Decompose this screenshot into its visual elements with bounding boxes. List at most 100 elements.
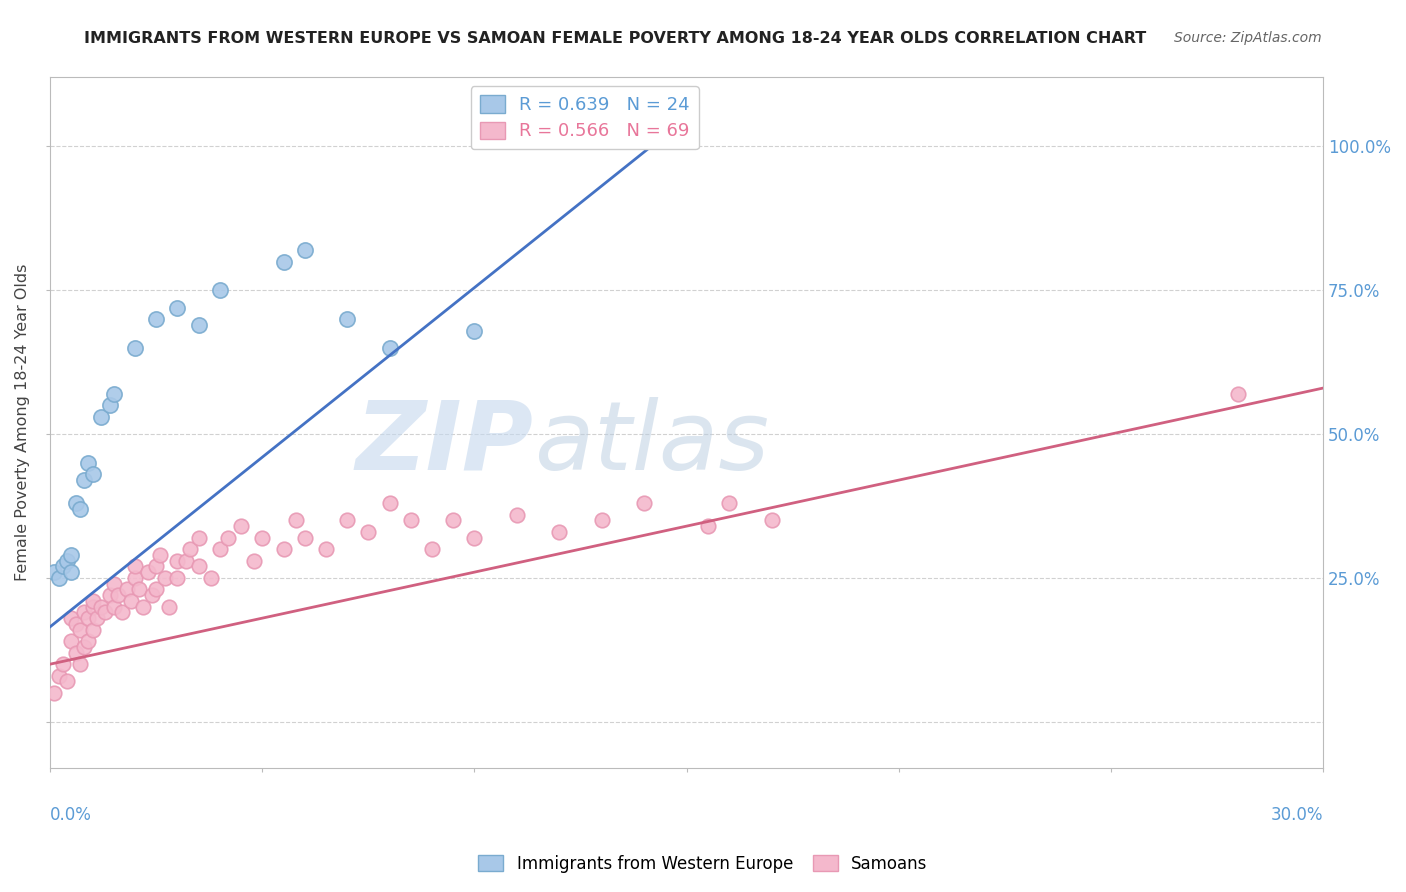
Point: [166, 301, 188, 315]
Point: [44, 565, 66, 579]
Point: [420, 542, 443, 557]
Point: [103, 576, 125, 591]
Point: [141, 588, 163, 602]
Point: [336, 513, 359, 527]
Point: [82, 467, 104, 482]
Point: [187, 559, 209, 574]
Point: [94, 606, 117, 620]
Point: [243, 554, 266, 568]
Point: [166, 571, 188, 585]
Point: [463, 531, 485, 545]
Point: [157, 599, 180, 614]
Point: [60, 611, 83, 625]
Point: [378, 496, 401, 510]
Point: [187, 318, 209, 332]
Point: [463, 324, 485, 338]
Point: [52, 559, 75, 574]
Point: [115, 582, 138, 597]
Point: [128, 582, 150, 597]
Point: [153, 571, 176, 585]
Point: [378, 341, 401, 355]
Point: [69, 623, 91, 637]
Point: [103, 386, 125, 401]
Point: [56, 554, 79, 568]
Point: [174, 554, 197, 568]
Point: [60, 548, 83, 562]
Point: [336, 312, 359, 326]
Point: [90, 409, 112, 424]
Point: [294, 531, 316, 545]
Point: [718, 496, 741, 510]
Point: [124, 559, 146, 574]
Text: IMMIGRANTS FROM WESTERN EUROPE VS SAMOAN FEMALE POVERTY AMONG 18-24 YEAR OLDS CO: IMMIGRANTS FROM WESTERN EUROPE VS SAMOAN…: [84, 31, 1147, 46]
Point: [69, 657, 91, 672]
Point: [48, 668, 70, 682]
Point: [591, 513, 613, 527]
Point: [1227, 386, 1250, 401]
Point: [145, 582, 167, 597]
Point: [65, 646, 87, 660]
Point: [506, 508, 529, 522]
Point: [166, 554, 188, 568]
Point: [77, 456, 100, 470]
Point: [229, 519, 252, 533]
Point: [399, 513, 422, 527]
Point: [48, 571, 70, 585]
Legend: Immigrants from Western Europe, Samoans: Immigrants from Western Europe, Samoans: [471, 848, 935, 880]
Point: [56, 674, 79, 689]
Point: [98, 588, 121, 602]
Legend: R = 0.639   N = 24, R = 0.566   N = 69: R = 0.639 N = 24, R = 0.566 N = 69: [471, 87, 699, 149]
Point: [77, 611, 100, 625]
Point: [60, 565, 83, 579]
Point: [103, 599, 125, 614]
Y-axis label: Female Poverty Among 18-24 Year Olds: Female Poverty Among 18-24 Year Olds: [15, 264, 30, 582]
Point: [285, 513, 308, 527]
Point: [120, 594, 142, 608]
Point: [65, 496, 87, 510]
Point: [44, 686, 66, 700]
Point: [77, 634, 100, 648]
Point: [208, 283, 231, 297]
Text: ZIP: ZIP: [356, 397, 534, 490]
Text: 30.0%: 30.0%: [1271, 805, 1323, 823]
Point: [252, 531, 274, 545]
Point: [52, 657, 75, 672]
Point: [208, 542, 231, 557]
Point: [69, 501, 91, 516]
Point: [107, 588, 129, 602]
Point: [86, 611, 108, 625]
Point: [149, 548, 172, 562]
Point: [124, 571, 146, 585]
Point: [132, 599, 155, 614]
Point: [136, 565, 159, 579]
Point: [82, 623, 104, 637]
Text: atlas: atlas: [534, 397, 769, 490]
Point: [761, 513, 783, 527]
Point: [187, 531, 209, 545]
Point: [60, 634, 83, 648]
Text: Source: ZipAtlas.com: Source: ZipAtlas.com: [1174, 31, 1322, 45]
Point: [73, 473, 96, 487]
Point: [273, 254, 295, 268]
Point: [548, 524, 571, 539]
Point: [145, 312, 167, 326]
Point: [124, 341, 146, 355]
Point: [273, 542, 295, 557]
Point: [111, 606, 134, 620]
Text: 0.0%: 0.0%: [51, 805, 91, 823]
Point: [98, 398, 121, 412]
Point: [357, 524, 380, 539]
Point: [294, 243, 316, 257]
Point: [441, 513, 464, 527]
Point: [696, 519, 718, 533]
Point: [633, 496, 655, 510]
Point: [82, 599, 104, 614]
Point: [73, 606, 96, 620]
Point: [200, 571, 222, 585]
Point: [145, 559, 167, 574]
Point: [65, 616, 87, 631]
Point: [315, 542, 337, 557]
Point: [90, 599, 112, 614]
Point: [217, 531, 239, 545]
Point: [82, 594, 104, 608]
